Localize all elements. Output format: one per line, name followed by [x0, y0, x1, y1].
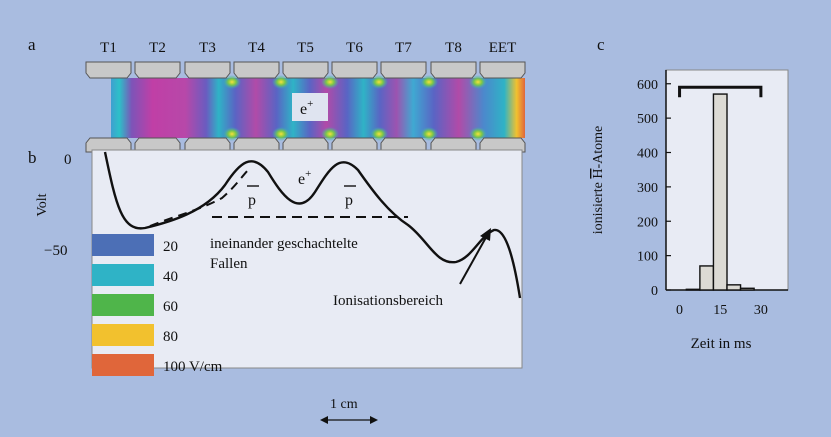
electrode-top-t6: [331, 61, 378, 79]
electrode-label-t2: T2: [149, 40, 166, 56]
histogram-y-label: ionisierte H-Atome: [591, 126, 606, 235]
scale-bar-arrow: [320, 416, 378, 424]
histogram-bar-4: [739, 287, 755, 291]
x-tick-label-30: 30: [754, 303, 768, 318]
panel-label-b: b: [28, 148, 37, 167]
electrode-label-eet: EET: [489, 40, 517, 56]
electrode-label-t7: T7: [395, 40, 412, 56]
ionisation-arrow-shaft: [459, 231, 490, 285]
y-tick-label-0: 0: [651, 284, 658, 299]
legend-label-4: 100 V/cm: [163, 359, 223, 375]
field-hotspot-top: [321, 75, 339, 89]
legend-swatch-3: [92, 324, 154, 346]
field-hotspot-top: [469, 75, 487, 89]
potential-plot: 0 −50 Volt p p e+ ineinander geschachtel…: [35, 149, 523, 369]
y-tick-label-100: 100: [637, 250, 658, 265]
field-hotspot-top: [370, 75, 388, 89]
histogram-bar-3: [726, 284, 742, 291]
electrode-bottom-eet: [479, 137, 526, 153]
field-hotspot-top: [223, 75, 241, 89]
x-tick-label-15: 15: [713, 303, 727, 318]
y-axis-label: Volt: [35, 193, 50, 216]
positron-label-box: [292, 93, 328, 121]
potential-curve: [103, 151, 522, 299]
scale-bar-label: 1 cm: [330, 397, 358, 412]
panel-label-a: a: [28, 35, 36, 54]
electrode-top-t5: [282, 61, 329, 79]
potential-plot-frame: [91, 149, 523, 369]
electrode-row-top: [85, 61, 526, 79]
positron-label-a: e+: [300, 98, 313, 118]
histogram-x-label: Zeit in ms: [691, 336, 752, 352]
nested-traps-label-line2: Fallen: [210, 256, 248, 272]
y-tick-label-200: 200: [637, 215, 658, 230]
legend-swatch-2: [92, 294, 154, 316]
field-hotspot-bottom: [272, 127, 290, 141]
y-tick-0: 0: [64, 152, 72, 168]
field-map: [111, 75, 525, 141]
y-tick-label-600: 600: [637, 78, 658, 93]
legend-label-1: 40: [163, 269, 178, 285]
field-hotspots: [223, 75, 487, 141]
x-tick-label-0: 0: [676, 303, 683, 318]
ionisation-label: Ionisationsbereich: [333, 293, 443, 309]
legend-swatch-1: [92, 264, 154, 286]
electrode-label-t1: T1: [100, 40, 117, 56]
field-hotspot-bottom: [321, 127, 339, 141]
field-hotspot-top: [272, 75, 290, 89]
electrode-top-t1: [85, 61, 132, 79]
electrode-top-t4: [233, 61, 280, 79]
legend-swatch-4: [92, 354, 154, 376]
electrode-label-t5: T5: [297, 40, 314, 56]
electrode-row-bottom: [85, 137, 526, 153]
legend-label-3: 80: [163, 329, 178, 345]
histogram-bar-2: [712, 93, 728, 291]
histogram: 0 100 200 300 400 500 600 0 15 30 Zeit in ms ionisi…: [591, 69, 789, 352]
electrode-label-t4: T4: [248, 40, 265, 56]
electrode-top-t2: [134, 61, 181, 79]
field-hotspot-bottom: [223, 127, 241, 141]
histogram-bar-1: [699, 265, 715, 291]
y-tick-label-400: 400: [637, 147, 658, 162]
nested-trap-dashed-curve: [149, 167, 251, 227]
legend-label-0: 20: [163, 239, 178, 255]
y-tick-minus50: −50: [44, 243, 67, 259]
electrode-label-t6: T6: [346, 40, 363, 56]
panel-label-c: c: [597, 35, 605, 54]
antiproton-label-right: p: [345, 192, 353, 209]
electrode-top-t3: [184, 61, 231, 79]
histogram-bar-0: [685, 288, 701, 291]
field-legend: 20 40 60 80 100 V/cm: [92, 234, 223, 376]
legend-label-2: 60: [163, 299, 178, 315]
electrode-top-t8: [430, 61, 477, 79]
field-hotspot-bottom: [420, 127, 438, 141]
y-tick-label-300: 300: [637, 181, 658, 196]
electrode-label-t3: T3: [199, 40, 216, 56]
electrode-label-t8: T8: [445, 40, 462, 56]
field-hotspot-top: [420, 75, 438, 89]
y-tick-label-500: 500: [637, 112, 658, 127]
ionisation-arrow-head: [480, 228, 491, 241]
nested-traps-label-line1: ineinander geschachtelte: [210, 236, 358, 252]
field-hotspot-bottom: [469, 127, 487, 141]
electrode-labels: T1 T2 T3 T4 T5 T6 T7 T8 EET: [100, 40, 516, 56]
electrode-top-eet: [479, 61, 526, 79]
electrode-top-t7: [380, 61, 427, 79]
positron-label-b: e+: [298, 168, 311, 188]
field-hotspot-bottom: [370, 127, 388, 141]
antiproton-label-left: p: [248, 192, 256, 209]
histogram-time-bracket: [678, 85, 763, 98]
legend-swatch-0: [92, 234, 154, 256]
